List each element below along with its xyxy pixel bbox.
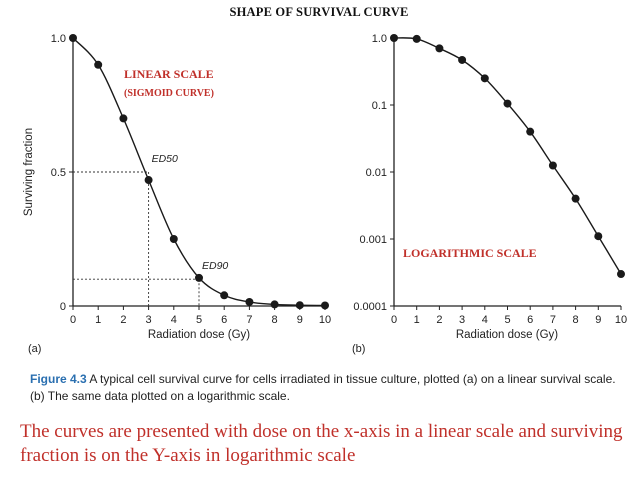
panel-b-x-tick-label: 0 [391, 314, 397, 326]
panel-b-data-point [435, 44, 444, 53]
panel-a-x-tick-label: 2 [120, 314, 126, 326]
panel-b-data-point [594, 232, 603, 241]
panel-b-x-tick-label: 4 [482, 314, 488, 326]
logarithmic-scale-label: LOGARITHMIC SCALE [403, 246, 537, 260]
panel-a-x-tick-label: 3 [146, 314, 152, 326]
linear-scale-label: LINEAR SCALE [124, 67, 214, 81]
panel-a-tag: (a) [28, 343, 41, 355]
panel-a-y-tick-label: 0 [60, 301, 66, 313]
figure-caption-line-2: (b) The same data plotted on a logarithm… [30, 389, 290, 403]
panel-a-x-tick-label: 6 [221, 314, 227, 326]
panel-b-x-tick-label: 7 [550, 314, 556, 326]
panel-b-data-point [571, 194, 580, 203]
panel-b-curve [393, 37, 622, 275]
panel-b-y-tick-label: 1.0 [372, 33, 387, 45]
panel-a-data-point [220, 291, 229, 300]
panel-a-data-point [69, 34, 77, 42]
panel-b-tag: (b) [352, 343, 365, 355]
panel-a-x-tick-label: 10 [319, 314, 331, 326]
panel-b-y-tick-label: 0.01 [366, 167, 387, 179]
panel-a-data-point [94, 60, 103, 69]
page-title: SHAPE OF SURVIVAL CURVE [229, 5, 409, 19]
panel-a-ed90-label: ED90 [202, 260, 228, 272]
panel-b-x-tick-label: 9 [595, 314, 601, 326]
panel-a-x-tick-label: 5 [196, 314, 202, 326]
panel-b-data-point [390, 34, 398, 42]
panel-b-data-point [458, 55, 467, 64]
panel-a-y-tick-label: 0.5 [51, 167, 66, 179]
panel-a-x-tick-label: 8 [272, 314, 278, 326]
panel-a-x-tick-label: 7 [246, 314, 252, 326]
panel-a-x-tick-label: 9 [297, 314, 303, 326]
panel-b-data-point [617, 270, 625, 279]
figure-caption-line-1: Figure 4.3 A typical cell survival curve… [30, 372, 630, 386]
panel-a-data-point [270, 300, 279, 309]
panel-a-y-axis-label: Surviving fraction [23, 128, 35, 216]
panel-b-x-axis-label: Radiation dose (Gy) [456, 329, 558, 341]
panel-a-x-tick-label: 1 [95, 314, 101, 326]
panel-a-data-point [295, 301, 304, 310]
panel-b-data-point [548, 161, 557, 170]
explanation-text: The curves are presented with dose on th… [20, 421, 623, 466]
panel-b-x-tick-label: 1 [414, 314, 420, 326]
panel-b-y-tick-label: 0.0001 [353, 301, 387, 313]
panel-b-data-point [526, 127, 535, 136]
survival-curve-figure: 0 1 2 3 4 5 6 7 8 9 10 00.51.0 ED50 ED90 Surviving… [23, 33, 627, 355]
panel-b-x-tick-label: 6 [527, 314, 533, 326]
panel-b-data-point [480, 74, 489, 83]
panel-b-log-chart: 0 1 2 3 4 5 6 7 8 9 10 1.0 0.1 0.01 0.001 0.0001 Radia… [352, 33, 627, 355]
panel-a-linear-chart: 0 1 2 3 4 5 6 7 8 9 10 0 0.5 1.0 ED50 ED90 Surviving… [23, 33, 331, 355]
panel-b-y-tick-label: 0.001 [359, 234, 387, 246]
panel-a-data-point [144, 176, 153, 185]
caption-text-1: A typical cell survival curve for cells … [89, 372, 616, 386]
panel-a-ed50-label: ED50 [152, 153, 178, 165]
panel-a-data-point [195, 273, 203, 282]
panel-a-y-tick-label: 1.0 [51, 33, 66, 45]
panel-a-data-point [245, 297, 254, 306]
figure-number: Figure 4.3 [30, 372, 87, 386]
panel-b-x-tick-label: 10 [615, 314, 627, 326]
panel-a-data-point [119, 114, 128, 123]
panel-b-data-point [412, 34, 421, 43]
sigmoid-curve-label: (SIGMOID CURVE) [124, 88, 214, 99]
panel-b-x-tick-label: 2 [436, 314, 442, 326]
panel-b-x-tick-label: 8 [573, 314, 579, 326]
panel-a-x-axis-label: Radiation dose (Gy) [148, 329, 250, 341]
panel-a-data-point [169, 235, 178, 243]
panel-a-x-tick-label: 0 [70, 314, 76, 326]
panel-a-x-tick-label: 4 [171, 314, 177, 326]
panel-a-data-point [321, 301, 329, 310]
panel-b-data-point [503, 99, 512, 108]
panel-b-x-tick-label: 5 [504, 314, 510, 326]
panel-b-x-tick-label: 3 [459, 314, 465, 326]
panel-b-y-tick-label: 0.1 [372, 100, 387, 112]
